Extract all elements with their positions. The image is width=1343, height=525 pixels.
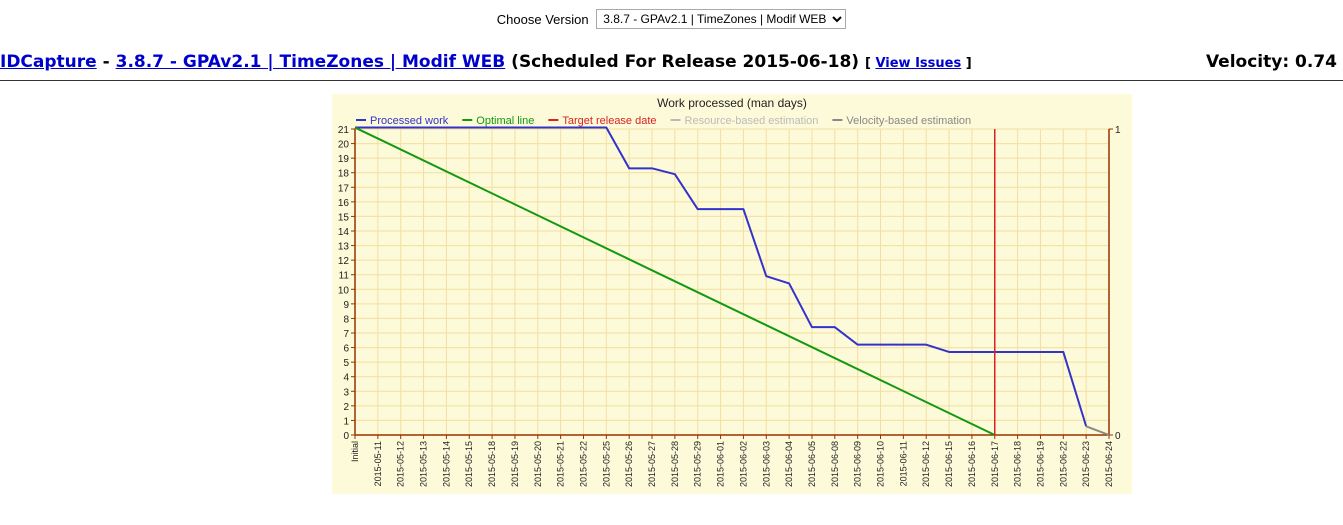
y-tick-label: 9 [343, 300, 349, 311]
x-tick-label: 2015-06-05 [807, 441, 817, 487]
release-schedule-text: (Scheduled For Release 2015-06-18) [511, 52, 860, 72]
title-separator: - [102, 52, 110, 72]
x-tick-label: 2015-06-03 [761, 441, 771, 487]
y-tick-label: 13 [338, 242, 350, 253]
y-tick-label: 0 [343, 431, 349, 442]
y-tick-label: 2 [343, 402, 349, 413]
x-tick-label: Initial [350, 441, 360, 462]
y-tick-label: 6 [343, 344, 349, 355]
velocity-value: Velocity: 0.74 [1205, 52, 1337, 72]
y-tick-label: 20 [338, 140, 350, 151]
x-tick-label: 2015-06-17 [990, 441, 1000, 487]
y2-tick-label: 1 [1115, 125, 1121, 136]
x-tick-label: 2015-05-13 [419, 441, 429, 487]
x-tick-label: 2015-06-01 [716, 441, 726, 487]
x-tick-label: 2015-06-15 [944, 441, 954, 487]
version-selector-row: Choose Version 3.8.7 - GPAv2.1 | TimeZon… [0, 9, 1343, 29]
x-tick-label: 2015-06-23 [1081, 441, 1091, 487]
x-tick-label: 2015-05-12 [396, 441, 406, 487]
x-tick-label: 2015-05-21 [556, 441, 566, 487]
velocity-based-estimationline [1085, 425, 1110, 436]
x-tick-label: 2015-06-12 [921, 441, 931, 487]
optimal-lineline [354, 126, 996, 436]
version-link[interactable]: 3.8.7 - GPAv2.1 | TimeZones | Modif WEB [115, 52, 506, 72]
y-tick-label: 7 [343, 329, 349, 340]
y-tick-label: 15 [338, 212, 350, 223]
x-tick-label: 2015-05-20 [533, 441, 543, 487]
x-tick-label: 2015-05-11 [373, 441, 383, 486]
header-divider [0, 80, 1343, 81]
y-tick-label: 16 [338, 198, 350, 209]
x-tick-label: 2015-06-11 [898, 441, 908, 486]
view-issues-wrapper: [ View Issues ] [865, 56, 972, 71]
y2-tick-label: 0 [1115, 431, 1121, 442]
x-tick-label: 2015-05-14 [441, 441, 451, 487]
burndown-chart: Work processed (man days) Processed work O… [332, 94, 1132, 494]
legend-entry: Optimal line [476, 115, 534, 127]
legend-entry: Processed work [370, 115, 449, 127]
legend-entry: Velocity-based estimation [846, 115, 971, 127]
y-tick-label: 17 [338, 183, 350, 194]
y-tick-label: 21 [338, 125, 350, 136]
legend-entry: Target release date [562, 115, 656, 127]
x-tick-label: 2015-06-08 [830, 441, 840, 487]
y-tick-label: 10 [338, 285, 350, 296]
issues-bracket-close: ] [965, 56, 972, 71]
x-tick-label: 2015-05-27 [647, 441, 657, 487]
page-title: IDCapture - 3.8.7 - GPAv2.1 | TimeZones … [0, 52, 972, 72]
x-tick-label: 2015-06-04 [784, 441, 794, 487]
x-tick-label: 2015-05-25 [601, 441, 611, 487]
project-link[interactable]: IDCapture [0, 52, 97, 72]
x-tick-label: 2015-06-16 [967, 441, 977, 487]
x-tick-label: 2015-05-28 [670, 441, 680, 487]
y-tick-label: 18 [338, 169, 350, 180]
y-tick-label: 5 [343, 358, 349, 369]
x-tick-label: 2015-06-24 [1104, 441, 1114, 487]
x-tick-label: 2015-05-19 [510, 441, 520, 487]
y-tick-label: 14 [338, 227, 350, 238]
version-select[interactable]: 3.8.7 - GPAv2.1 | TimeZones | Modif WEB [596, 9, 847, 29]
x-tick-label: 2015-06-10 [876, 441, 886, 487]
x-tick-label: 2015-05-22 [578, 441, 588, 487]
view-issues-link[interactable]: View Issues [875, 56, 962, 71]
x-tick-label: 2015-06-19 [1035, 441, 1045, 487]
y-tick-label: 12 [338, 256, 350, 267]
plot-area [355, 129, 1109, 435]
x-tick-label: 2015-05-18 [487, 441, 497, 487]
page-header: IDCapture - 3.8.7 - GPAv2.1 | TimeZones … [0, 52, 1343, 80]
processed-work-line [355, 126, 1088, 427]
y-tick-label: 11 [339, 271, 350, 282]
x-tick-label: 2015-05-26 [624, 441, 634, 487]
choose-version-label: Choose Version [496, 11, 589, 27]
y-tick-label: 4 [343, 373, 349, 384]
x-tick-label: 2015-05-15 [464, 441, 474, 487]
y-tick-label: 8 [343, 314, 349, 325]
x-tick-label: 2015-06-09 [853, 441, 863, 487]
x-tick-label: 2015-06-22 [1058, 441, 1068, 487]
y-tick-label: 19 [338, 154, 350, 165]
legend-entry: Resource-based estimation [685, 115, 819, 127]
x-tick-label: 2015-05-29 [693, 441, 703, 487]
issues-bracket-open: [ [864, 56, 871, 71]
y-tick-label: 1 [343, 416, 349, 427]
x-tick-label: 2015-06-02 [738, 441, 748, 487]
y-tick-label: 3 [343, 387, 349, 398]
chart-title: Work processed (man days) [657, 96, 807, 110]
x-tick-label: 2015-06-18 [1013, 441, 1023, 487]
